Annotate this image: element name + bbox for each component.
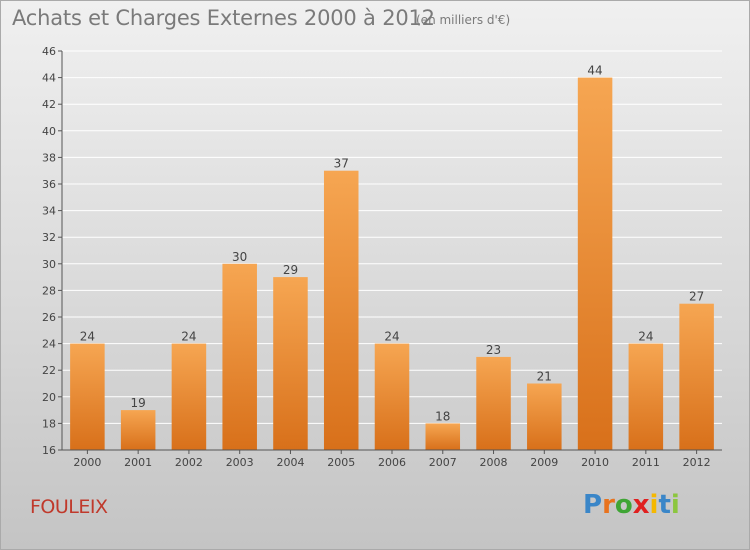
bar-2005 (323, 170, 359, 450)
chart-title: Achats et Charges Externes 2000 à 2012 (12, 6, 435, 30)
x-tick-label: 2006 (378, 456, 406, 469)
x-tick-label: 2009 (530, 456, 558, 469)
logo-letter: i (649, 490, 659, 520)
y-tick-label: 18 (42, 417, 56, 430)
data-label: 24 (638, 330, 653, 344)
axes (58, 50, 722, 454)
logo-letter: i (670, 490, 680, 520)
y-tick-label: 40 (42, 125, 56, 138)
x-tick-label: 2007 (429, 456, 457, 469)
data-label: 19 (131, 396, 146, 410)
data-label: 30 (232, 250, 247, 264)
bar-2012 (679, 303, 714, 450)
chart-unit: (en milliers d'€) (416, 13, 511, 27)
y-tick-label: 46 (42, 45, 56, 58)
bar-2006 (374, 343, 410, 450)
x-tick-label: 2011 (632, 456, 660, 469)
data-label: 21 (537, 370, 552, 384)
logo-letter: x (632, 490, 650, 520)
x-tick-label: 2001 (124, 456, 152, 469)
bar-2002 (171, 343, 207, 450)
y-tick-label: 26 (42, 311, 56, 324)
y-tick-label: 42 (42, 98, 56, 111)
bar-2007 (425, 423, 461, 450)
bar-2000 (70, 343, 105, 450)
y-tick-label: 32 (42, 231, 56, 244)
data-label: 29 (283, 263, 298, 277)
bar-2010 (577, 77, 613, 450)
y-tick-label: 38 (42, 151, 56, 164)
x-tick-label: 2010 (581, 456, 609, 469)
bar-2004 (273, 277, 308, 450)
data-label: 23 (486, 343, 501, 357)
logo-letter: r (602, 490, 615, 520)
x-tick-label: 2005 (327, 456, 355, 469)
logo-letter: P (583, 490, 603, 520)
commune-name: FOULEIX (30, 496, 108, 518)
logo-letter: o (614, 490, 633, 520)
y-tick-label: 16 (42, 444, 56, 457)
y-tick-label: 36 (42, 178, 56, 191)
bar-2001 (120, 410, 156, 450)
y-tick-label: 22 (42, 364, 56, 377)
data-label: 24 (181, 330, 196, 344)
y-tick-label: 30 (42, 258, 56, 271)
y-tick-label: 28 (42, 284, 56, 297)
y-tick-label: 34 (42, 205, 56, 218)
y-tick-label: 44 (42, 72, 56, 85)
x-tick-label: 2002 (175, 456, 203, 469)
x-tick-label: 2000 (73, 456, 101, 469)
data-label: 24 (80, 330, 95, 344)
data-label: 44 (587, 64, 602, 78)
y-tick-label: 20 (42, 391, 56, 404)
proxiti-logo[interactable]: Proxiti (583, 490, 680, 520)
bars (70, 77, 714, 450)
labels: 16 18 20 22 24 26 28 30 32 34 36 38 40 42 44 46 2000 24 20… (42, 45, 711, 469)
data-label: 24 (384, 330, 399, 344)
x-tick-label: 2004 (276, 456, 304, 469)
x-tick-label: 2008 (480, 456, 508, 469)
data-label: 37 (334, 157, 349, 171)
bar-2011 (628, 343, 664, 450)
data-label: 18 (435, 409, 450, 423)
bar-2003 (222, 263, 257, 450)
x-tick-label: 2003 (226, 456, 254, 469)
x-tick-label: 2012 (683, 456, 711, 469)
data-label: 27 (689, 290, 704, 304)
bar-2009 (527, 383, 562, 450)
bar-2008 (476, 356, 511, 450)
y-tick-label: 24 (42, 338, 56, 351)
logo-letter: t (658, 490, 671, 520)
